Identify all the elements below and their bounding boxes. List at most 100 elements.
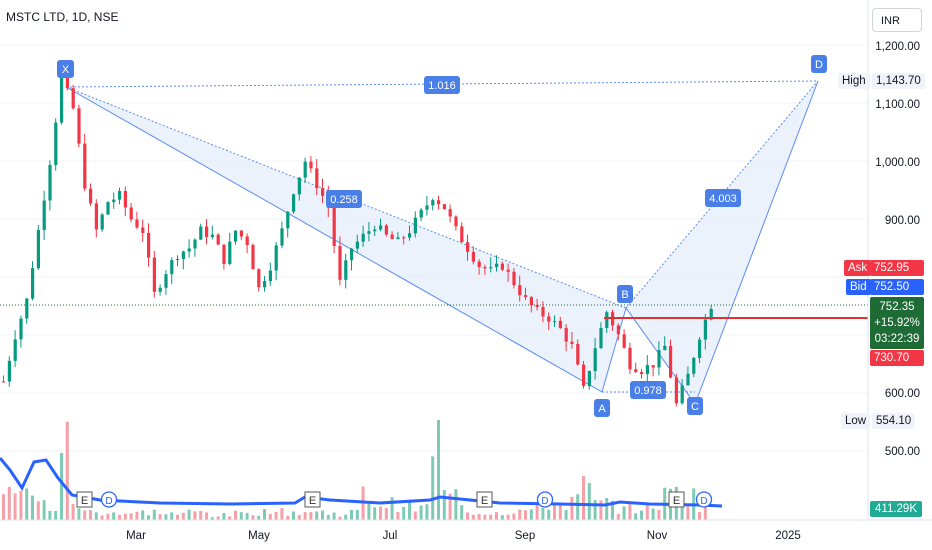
time-axis[interactable]: Mar May Jul Sep Nov 2025 bbox=[126, 530, 801, 542]
volume-bar bbox=[245, 512, 249, 520]
candle-body bbox=[651, 365, 655, 368]
point-label-c[interactable]: C bbox=[687, 397, 703, 415]
candle-body bbox=[239, 230, 243, 237]
volume-bar bbox=[94, 512, 98, 520]
svg-text:4.003: 4.003 bbox=[709, 193, 737, 205]
volume-bar bbox=[257, 515, 261, 520]
candle-body bbox=[245, 236, 249, 246]
candle-body bbox=[669, 345, 673, 378]
candle-body bbox=[19, 318, 23, 340]
volume-bar bbox=[628, 502, 632, 520]
point-label-b[interactable]: B bbox=[617, 285, 633, 303]
volume-bar bbox=[222, 512, 226, 520]
candle-body bbox=[344, 260, 348, 280]
volume-bar bbox=[129, 513, 133, 520]
candle-body bbox=[367, 231, 371, 234]
candle-body bbox=[118, 191, 122, 200]
dividend-marker[interactable]: D bbox=[536, 491, 554, 508]
volume-bar bbox=[297, 515, 301, 520]
volume-bar bbox=[147, 515, 150, 520]
volume-bar bbox=[686, 504, 690, 520]
candle-body bbox=[106, 202, 110, 215]
volume-bar bbox=[303, 512, 307, 520]
earnings-marker[interactable]: E bbox=[304, 491, 321, 508]
volume-bar bbox=[2, 494, 5, 520]
volume-bar bbox=[541, 507, 545, 520]
earnings-marker[interactable]: E bbox=[76, 491, 93, 508]
earnings-marker[interactable]: E bbox=[476, 491, 493, 508]
high-label: High bbox=[838, 73, 870, 89]
candle-body bbox=[582, 364, 586, 387]
point-label-a[interactable]: A bbox=[594, 399, 610, 417]
volume-bar bbox=[483, 514, 487, 520]
volume-bar bbox=[396, 511, 400, 520]
volume-bar bbox=[547, 509, 551, 520]
candle-body bbox=[89, 188, 93, 204]
svg-text:X: X bbox=[62, 64, 70, 76]
currency-selector[interactable]: INR bbox=[872, 8, 922, 32]
ratio-label-cd[interactable]: 4.003 bbox=[705, 189, 741, 207]
candle-body bbox=[535, 305, 539, 307]
volume-bar bbox=[425, 504, 429, 520]
price-tick: 1,000.00 bbox=[875, 157, 920, 169]
price-axis[interactable]: 1,200.00 1,100.00 1,000.00 900.00 600.00… bbox=[875, 41, 920, 458]
volume-bar bbox=[170, 512, 174, 520]
candle-body bbox=[692, 357, 696, 374]
volume-bar bbox=[657, 509, 661, 520]
volume-bar bbox=[367, 503, 371, 520]
candle-body bbox=[437, 200, 441, 205]
point-label-x[interactable]: X bbox=[57, 60, 74, 78]
candle-body bbox=[83, 143, 87, 189]
pattern-xab-fill bbox=[66, 87, 626, 392]
volume-bar bbox=[466, 512, 469, 520]
time-tick: May bbox=[248, 530, 270, 542]
candle-body bbox=[292, 194, 296, 212]
event-markers[interactable]: E D E E D E D bbox=[76, 491, 713, 508]
volume-bar bbox=[274, 511, 278, 520]
xabcd-pattern[interactable] bbox=[65, 80, 819, 405]
candle-body bbox=[355, 241, 359, 249]
candle-body bbox=[100, 214, 104, 230]
low-label: Low bbox=[841, 413, 871, 429]
candle-body bbox=[477, 261, 481, 268]
volume-bar bbox=[570, 496, 574, 520]
volume-bar bbox=[83, 510, 87, 520]
candle-body bbox=[605, 312, 609, 329]
time-tick: Nov bbox=[647, 530, 668, 542]
volume-bar bbox=[611, 500, 614, 520]
volume-bar bbox=[431, 456, 435, 520]
volume-bar bbox=[332, 512, 336, 520]
volume-bar bbox=[292, 511, 295, 520]
pattern-labels[interactable]: X A B C D 1.016 0.258 0.978 4.003 bbox=[57, 55, 827, 417]
volume-bar bbox=[640, 510, 643, 520]
pattern-leg-cd bbox=[694, 80, 819, 405]
candle-body bbox=[286, 211, 290, 229]
candle-body bbox=[65, 75, 69, 89]
ratio-label-ab[interactable]: 0.258 bbox=[326, 190, 362, 208]
earnings-marker[interactable]: E bbox=[668, 491, 685, 508]
volume-bar bbox=[634, 513, 638, 520]
svg-text:E: E bbox=[309, 495, 316, 507]
candle-body bbox=[13, 339, 17, 361]
candle-body bbox=[471, 251, 475, 262]
svg-text:D: D bbox=[700, 496, 707, 507]
volume-bar bbox=[408, 502, 411, 520]
candle-body bbox=[634, 369, 638, 373]
last-price-box: 752.35 +15.92% 03:22:39 bbox=[870, 297, 924, 349]
point-label-d[interactable]: D bbox=[811, 55, 827, 73]
dividend-marker[interactable]: D bbox=[695, 491, 713, 508]
ratio-label-xb[interactable]: 1.016 bbox=[424, 76, 460, 94]
candle-body bbox=[686, 373, 690, 386]
volume-bar bbox=[19, 490, 23, 520]
volume-bar bbox=[558, 504, 562, 520]
candle-body bbox=[373, 229, 377, 232]
ratio-label-bc[interactable]: 0.978 bbox=[630, 381, 666, 399]
candle-body bbox=[599, 328, 603, 349]
dividend-marker[interactable]: D bbox=[100, 491, 118, 508]
candle-body bbox=[553, 320, 557, 322]
volume-bar bbox=[402, 506, 406, 520]
volume-bar bbox=[48, 510, 52, 520]
candle-body bbox=[448, 209, 452, 217]
candle-body bbox=[309, 161, 313, 169]
